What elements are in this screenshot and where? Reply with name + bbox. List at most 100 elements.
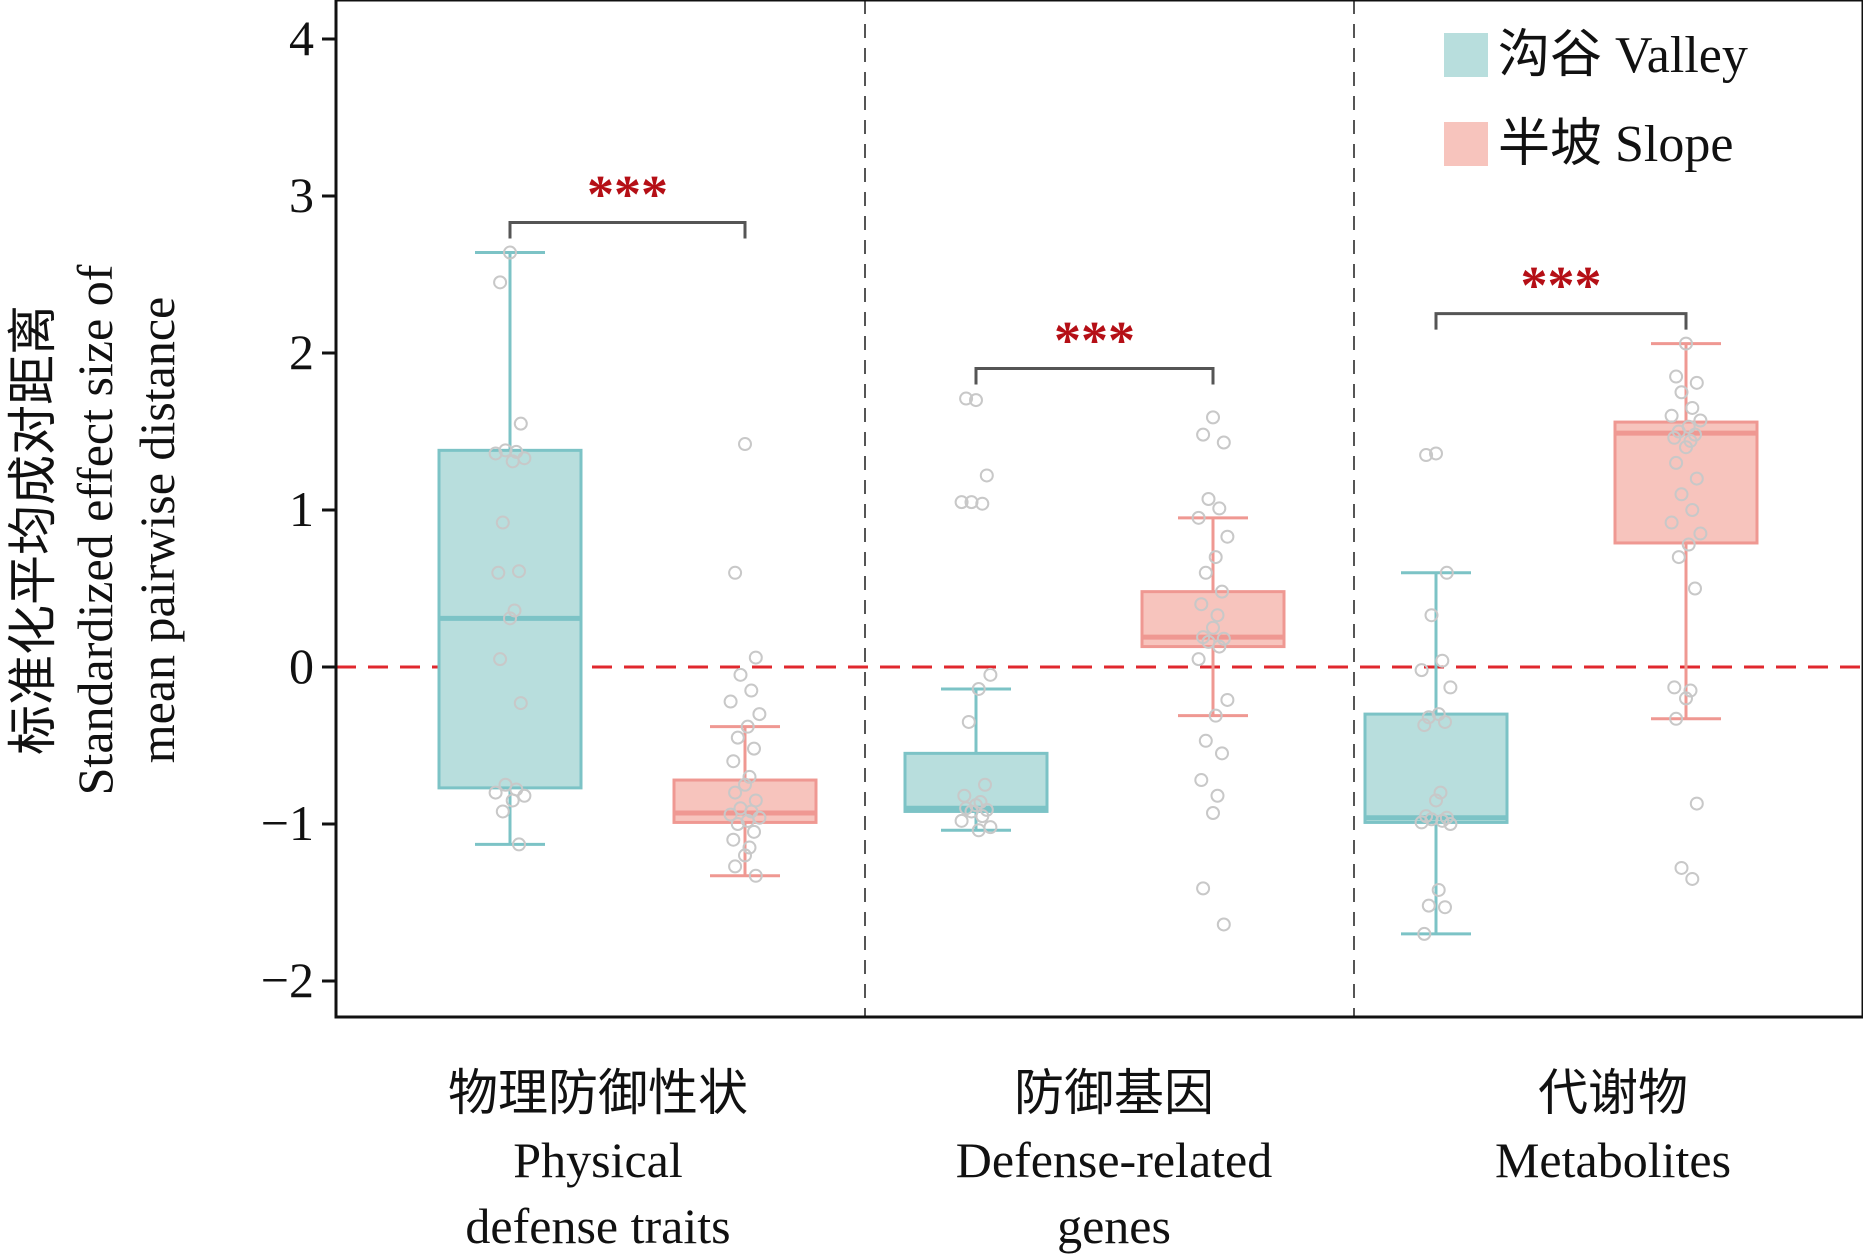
data-point [1206, 806, 1220, 821]
data-point [503, 245, 517, 260]
box-valley [1363, 712, 1509, 824]
data-point [1435, 653, 1450, 668]
data-point [1206, 410, 1220, 425]
data-point [979, 468, 994, 483]
point-layer [488, 245, 1708, 941]
data-point [1667, 680, 1682, 695]
data-point [1439, 565, 1454, 580]
data-point [1414, 663, 1429, 678]
data-point [738, 777, 752, 792]
significance-label: *** [587, 165, 668, 225]
y-axis-ticks: 4 3 2 1 0 −1 −2 [261, 10, 336, 1008]
category-label-line: Defense-related [956, 1132, 1272, 1188]
data-point [488, 785, 503, 800]
data-point [1689, 471, 1704, 486]
data-point [517, 788, 532, 803]
data-point [1421, 898, 1436, 913]
data-point [742, 769, 757, 784]
data-point [1210, 608, 1225, 623]
data-point [1689, 375, 1704, 390]
data-point [744, 683, 759, 698]
data-point [1198, 733, 1213, 748]
data-point [1429, 793, 1443, 808]
data-point [1443, 680, 1458, 695]
significance-label: *** [1521, 256, 1602, 316]
data-point [495, 515, 510, 530]
data-point [1212, 501, 1227, 516]
data-point [740, 719, 755, 734]
category-label-line: defense traits [465, 1198, 730, 1254]
y-tick-label: 0 [289, 638, 314, 694]
data-point [730, 730, 745, 745]
data-point [1664, 408, 1679, 423]
data-point [1435, 813, 1450, 828]
data-point [493, 275, 508, 290]
data-point [1433, 785, 1448, 800]
data-point [1417, 718, 1432, 733]
data-point [1196, 881, 1211, 896]
data-point [1206, 620, 1220, 635]
category-label-line: genes [1057, 1198, 1171, 1254]
data-point [1212, 639, 1227, 654]
data-point [1669, 455, 1684, 470]
legend-swatch-slope [1444, 122, 1488, 166]
data-point [1671, 550, 1686, 565]
data-point [1210, 788, 1225, 803]
data-point [512, 837, 526, 852]
data-point [738, 437, 752, 452]
data-point [1215, 584, 1229, 599]
data-point [1417, 926, 1432, 941]
category-label-line: Metabolites [1495, 1132, 1731, 1188]
data-point [513, 696, 528, 711]
data-point [1674, 487, 1689, 502]
data-point [1194, 597, 1209, 612]
data-point [512, 564, 526, 579]
y-axis-title-line-2: Standardized effect size of [67, 264, 123, 795]
data-point [726, 832, 741, 847]
data-point [1693, 526, 1708, 541]
y-tick-label: −1 [261, 795, 314, 851]
data-point [733, 667, 748, 682]
y-axis-title-line-1: 标准化平均成对距离 [5, 305, 61, 755]
data-point [1424, 608, 1439, 623]
data-point [1685, 871, 1700, 886]
data-point [1681, 537, 1696, 552]
data-point [1216, 435, 1231, 450]
data-point [1689, 796, 1704, 811]
data-point [1191, 652, 1206, 667]
data-point [728, 859, 743, 874]
y-tick-label: 3 [289, 167, 314, 223]
data-point [1208, 550, 1223, 565]
data-point [1216, 631, 1231, 646]
data-point [1683, 683, 1698, 698]
data-point [1667, 430, 1682, 445]
x-axis-category-labels: 物理防御性状 Physical defense traits 防御基因 Defense-… [448, 1065, 1731, 1254]
data-point [1679, 691, 1693, 706]
data-point [748, 650, 763, 665]
data-point [971, 681, 986, 696]
data-point [1669, 369, 1684, 384]
category-label-line: 物理防御性状 [448, 1065, 748, 1121]
data-point [1414, 815, 1429, 830]
data-point [1669, 711, 1684, 726]
data-point [1674, 860, 1689, 875]
data-point [1685, 400, 1700, 415]
data-point [1664, 515, 1679, 530]
legend-label-valley: 沟谷 Valley [1498, 27, 1748, 84]
significance-bracket [1434, 312, 1688, 330]
data-point [1693, 413, 1708, 428]
data-point [959, 391, 974, 406]
data-point [1421, 710, 1436, 725]
data-point [975, 496, 990, 511]
y-tick-label: 1 [289, 481, 314, 537]
data-point [748, 868, 763, 883]
y-axis-title: 标准化平均成对距离 Standardized effect size of me… [5, 264, 185, 795]
data-point [1201, 492, 1216, 507]
data-point [503, 611, 517, 626]
data-point [1419, 448, 1434, 463]
significance-label: *** [1054, 311, 1135, 371]
data-point [493, 652, 508, 667]
data-point [738, 848, 752, 863]
significance-bracket [508, 221, 747, 239]
data-point [1215, 746, 1229, 761]
